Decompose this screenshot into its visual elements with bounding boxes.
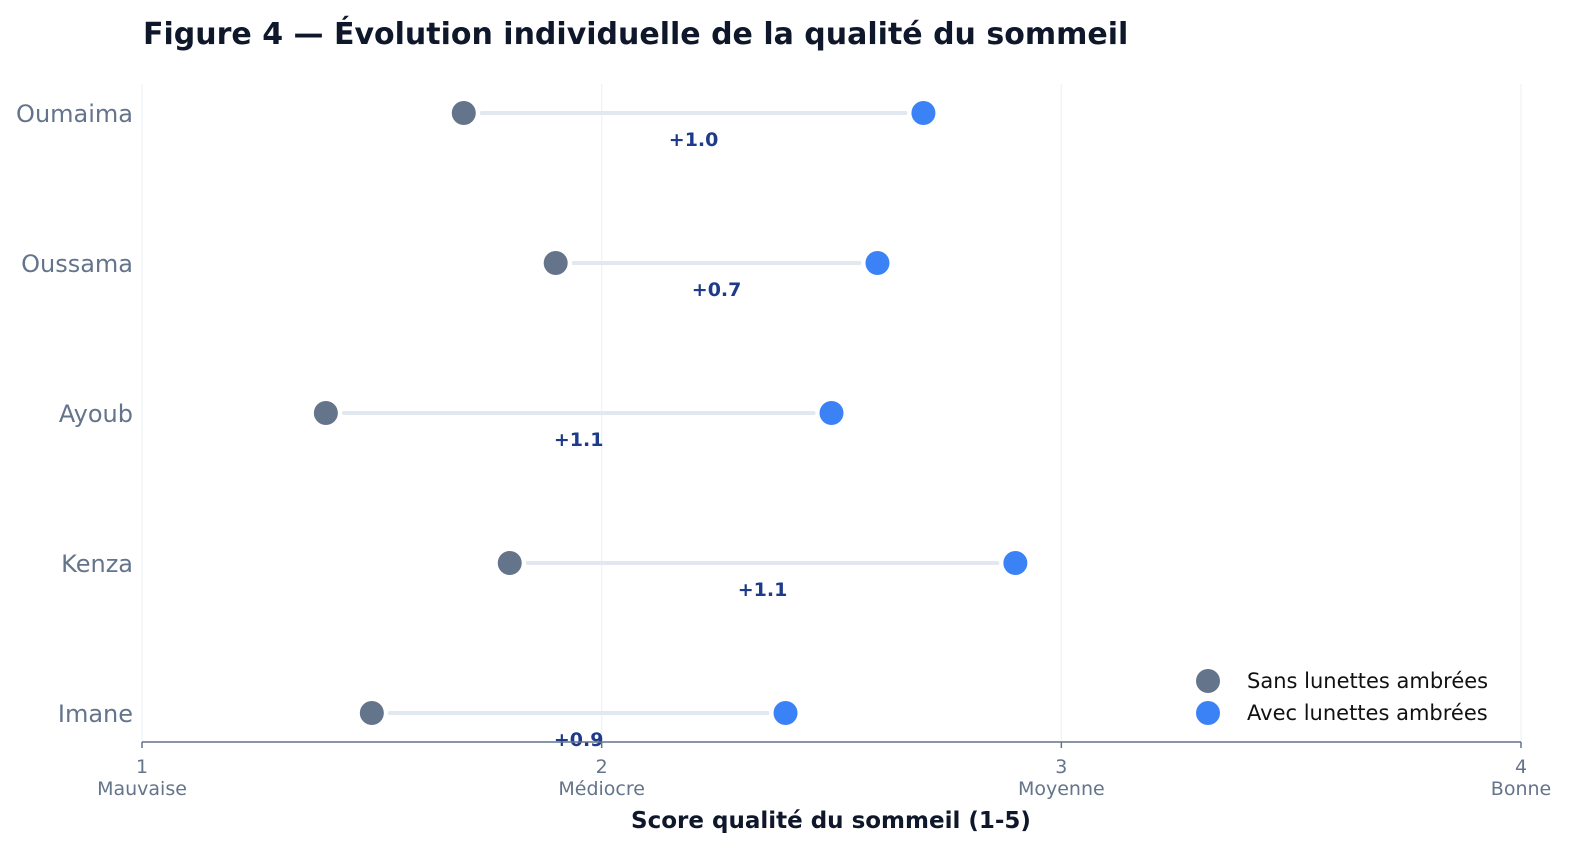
category-label: Kenza <box>61 550 133 578</box>
delta-label: +0.9 <box>554 729 604 751</box>
x-tick-label: 4 <box>1515 756 1527 778</box>
point-layer <box>313 101 1028 725</box>
x-tick-word: Médiocre <box>558 778 645 800</box>
x-tick-word: Moyenne <box>1018 778 1105 800</box>
point-avec-lunettes <box>1003 551 1028 575</box>
category-label: Oumaima <box>16 100 133 128</box>
legend: Sans lunettes ambrées Avec lunettes ambré… <box>1196 669 1488 725</box>
grid-layer <box>141 84 1522 742</box>
category-label-layer: Oumaima Oussama Ayoub Kenza Imane <box>16 100 133 728</box>
legend-label: Sans lunettes ambrées <box>1247 669 1488 693</box>
point-sans-lunettes <box>313 401 338 425</box>
point-avec-lunettes <box>865 251 890 275</box>
delta-label: +1.1 <box>738 579 788 601</box>
delta-label: +0.7 <box>692 279 742 301</box>
point-sans-lunettes <box>359 701 384 725</box>
category-label: Imane <box>58 700 133 728</box>
point-avec-lunettes <box>911 101 936 125</box>
point-avec-lunettes <box>773 701 798 725</box>
point-avec-lunettes <box>819 401 844 425</box>
x-tick-label: 2 <box>596 756 608 778</box>
x-tick-label: 1 <box>136 756 148 778</box>
legend-label: Avec lunettes ambrées <box>1247 701 1488 725</box>
category-label: Ayoub <box>59 400 133 428</box>
category-label: Oussama <box>21 250 133 278</box>
point-sans-lunettes <box>451 101 476 125</box>
x-axis-label: Score qualité du sommeil (1-5) <box>631 808 1031 834</box>
legend-marker <box>1196 701 1220 725</box>
point-sans-lunettes <box>497 551 522 575</box>
point-sans-lunettes <box>543 251 568 275</box>
x-tick-word: Bonne <box>1491 778 1551 800</box>
chart-title: Figure 4 — Évolution individuelle de la … <box>143 16 1128 52</box>
connector-layer <box>341 111 1000 715</box>
x-tick-label: 3 <box>1055 756 1067 778</box>
x-tick-word: Mauvaise <box>97 778 187 800</box>
delta-label-layer: +1.0 +0.7 +1.1 +1.1 +0.9 <box>554 129 787 751</box>
legend-marker <box>1196 669 1220 693</box>
delta-label: +1.1 <box>554 429 604 451</box>
delta-label: +1.0 <box>669 129 719 151</box>
